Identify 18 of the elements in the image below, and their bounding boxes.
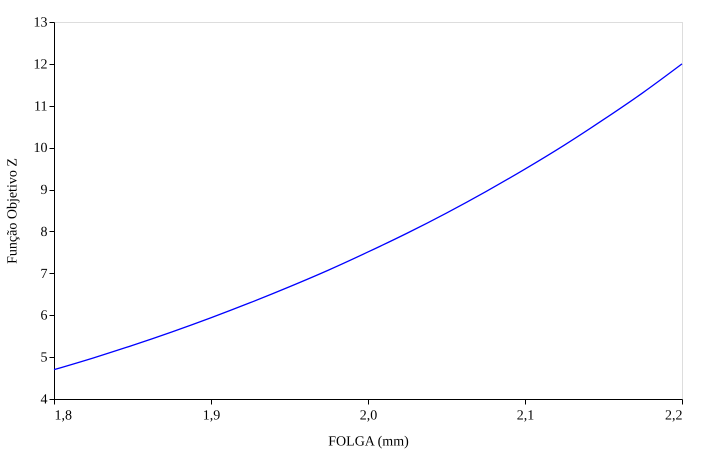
x-tick-label: 1,8 bbox=[54, 408, 72, 424]
line-series bbox=[53, 63, 683, 370]
x-tick-label: 1,9 bbox=[202, 408, 220, 424]
x-axis-title: FOLGA (mm) bbox=[328, 434, 410, 450]
y-tick-label: 7 bbox=[40, 266, 48, 282]
y-tick-label: 11 bbox=[34, 99, 48, 114]
x-tick-label: 2,2 bbox=[665, 408, 682, 424]
y-tick-label: 5 bbox=[40, 350, 48, 366]
y-tick-label: 4 bbox=[40, 392, 48, 408]
y-tick-label: 9 bbox=[40, 183, 48, 198]
y-tick-label: 13 bbox=[34, 16, 48, 30]
y-tick-label: 6 bbox=[40, 308, 48, 324]
x-tick-label: 2,1 bbox=[516, 408, 534, 424]
y-axis-title: Função Objetivo Z bbox=[6, 158, 20, 264]
y-tick-label: 12 bbox=[34, 57, 48, 72]
x-tick-label: 2,0 bbox=[360, 408, 378, 424]
y-tick-label: 10 bbox=[34, 141, 48, 156]
y-tick-label: 8 bbox=[40, 224, 48, 240]
